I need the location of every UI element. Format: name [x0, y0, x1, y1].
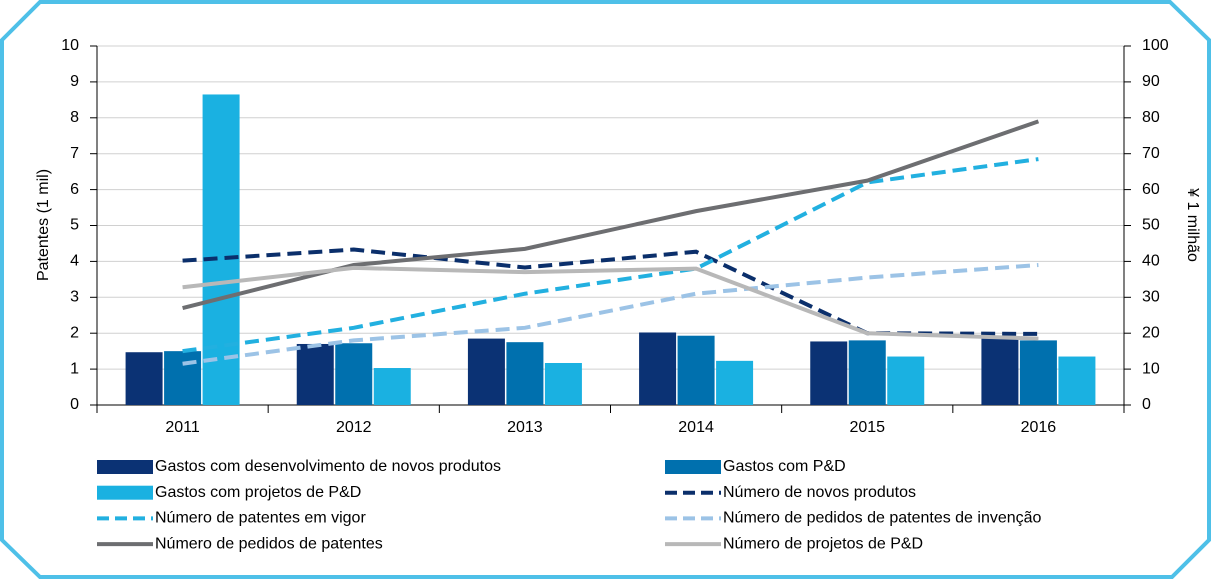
y2-tick-label: 60	[1142, 181, 1160, 198]
legend-label: Gastos com desenvolvimento de novos prod…	[155, 458, 501, 475]
line-series	[182, 265, 1039, 341]
bar	[296, 343, 334, 405]
y-tick-label: 0	[70, 396, 79, 413]
bar	[544, 362, 582, 405]
bar	[848, 340, 886, 405]
bar	[373, 368, 411, 405]
y-tick-label: 1	[70, 360, 79, 377]
y-tick-label: 2	[70, 324, 79, 341]
legend-swatch	[665, 460, 721, 474]
line-series	[182, 247, 1039, 336]
y-tick-label: 3	[70, 289, 79, 306]
y-tick-label: 6	[70, 181, 79, 198]
bar	[506, 342, 544, 405]
legend-label: Gastos com P&D	[723, 458, 846, 475]
y2-tick-label: 100	[1142, 37, 1169, 54]
bar	[1058, 356, 1096, 405]
x-tick-label: 2011	[165, 419, 200, 436]
line-series	[182, 262, 1039, 366]
y2-tick-label: 90	[1142, 73, 1160, 90]
x-tick-label: 2014	[678, 419, 714, 436]
y-tick-label: 7	[70, 145, 79, 162]
x-tick-label: 2013	[507, 419, 543, 436]
bar	[716, 360, 754, 405]
bar	[677, 335, 715, 405]
legend-label: Número de pedidos de patentes de invençã…	[723, 510, 1042, 527]
x-tick-label: 2012	[336, 419, 372, 436]
x-tick-label: 2016	[1021, 419, 1057, 436]
y2-tick-label: 10	[1142, 360, 1160, 377]
y-tick-label: 10	[61, 37, 79, 54]
bar	[164, 351, 202, 405]
y-tick-label: 9	[70, 73, 79, 90]
legend-label: Gastos com projetos de P&D	[155, 484, 361, 501]
y-axis-label: Patentes (1 mil)	[35, 169, 52, 281]
y-tick-label: 5	[70, 217, 79, 234]
y2-tick-label: 0	[1142, 396, 1151, 413]
bar	[202, 94, 240, 405]
bar	[887, 356, 925, 405]
bar	[810, 341, 848, 405]
legend-label: Número de novos produtos	[723, 484, 916, 501]
y2-tick-label: 40	[1142, 253, 1160, 270]
legend-swatch	[97, 485, 153, 500]
y2-tick-label: 20	[1142, 324, 1160, 341]
y2-tick-label: 30	[1142, 289, 1160, 306]
bar	[125, 352, 163, 405]
bar	[335, 343, 373, 405]
bar	[467, 338, 505, 405]
bar	[981, 336, 1019, 405]
y-tick-label: 4	[70, 253, 79, 270]
legend-label: Número de patentes em vigor	[155, 510, 366, 527]
legend-swatch	[97, 460, 153, 474]
bar	[639, 332, 677, 405]
y2-axis-label: ¥ 1 milhão	[1184, 187, 1201, 262]
y2-tick-label: 70	[1142, 145, 1160, 162]
legend-label: Número de pedidos de patentes	[155, 535, 383, 552]
legend-label: Número de projetos de P&D	[723, 535, 923, 552]
y2-tick-label: 50	[1142, 217, 1160, 234]
y2-tick-label: 80	[1142, 109, 1160, 126]
x-tick-label: 2015	[849, 419, 885, 436]
bar	[1019, 340, 1057, 405]
y-tick-label: 8	[70, 109, 79, 126]
line-series	[182, 157, 1039, 354]
